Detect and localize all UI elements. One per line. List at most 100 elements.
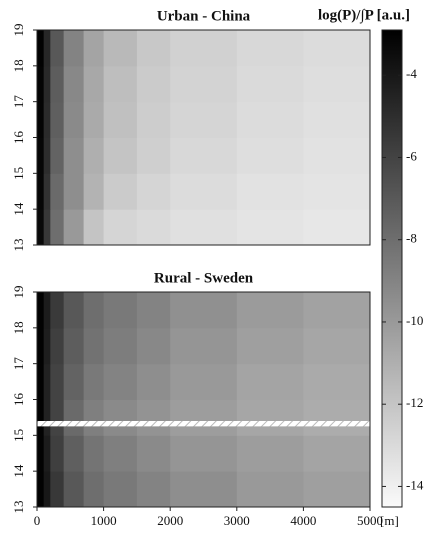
heatmap-cell <box>63 471 85 508</box>
heatmap-cell <box>136 101 171 138</box>
heatmap-cell <box>236 399 304 436</box>
heatmap-cell <box>43 30 51 67</box>
heatmap-cell <box>83 435 105 472</box>
heatmap-cell <box>303 30 371 67</box>
heatmap-cell <box>136 65 171 103</box>
panel-title: Urban - China <box>157 8 251 24</box>
heatmap-cell <box>43 137 51 174</box>
heatmap-cell <box>37 363 45 400</box>
y-tick-label: 19 <box>11 286 26 299</box>
colorbar-tick-label: -14 <box>406 477 424 492</box>
heatmap-cell <box>136 209 171 246</box>
heatmap-cell <box>43 173 51 210</box>
heatmap-cell <box>50 327 65 365</box>
colorbar-label: log(P)/∫P [a.u.] <box>318 7 410 23</box>
y-tick-label: 18 <box>11 59 26 72</box>
heatmap-cell <box>63 137 85 174</box>
heatmap-cell <box>103 30 138 67</box>
heatmap-cell <box>50 173 65 210</box>
heatmap-cell <box>303 435 371 472</box>
heatmap-cell <box>37 173 45 210</box>
heatmap-cell <box>103 173 138 210</box>
heatmap-cell <box>63 399 85 436</box>
heatmap-cell <box>170 137 238 174</box>
heatmap-cell <box>37 137 45 174</box>
heatmap-cell <box>83 363 105 400</box>
heatmap-cell <box>50 101 65 138</box>
heatmap-cell <box>136 327 171 365</box>
heatmap-cell <box>63 30 85 67</box>
heatmap-cell <box>83 327 105 365</box>
y-tick-label: 17 <box>11 95 26 109</box>
heatmap-cell <box>103 292 138 329</box>
heatmap-cell <box>236 209 304 246</box>
heatmap-cell <box>83 399 105 436</box>
masked-band <box>37 421 370 427</box>
heatmap-cell <box>170 327 238 365</box>
x-tick-label: 5000 <box>357 513 383 528</box>
y-tick-label: 13 <box>11 501 26 514</box>
x-tick-label: 2000 <box>157 513 183 528</box>
heatmap-cell <box>43 435 51 472</box>
y-tick-label: 14 <box>11 464 26 478</box>
heatmap-cell <box>303 101 371 138</box>
heatmap-cell <box>236 435 304 472</box>
heatmap-cell <box>43 363 51 400</box>
heatmap-cell <box>50 435 65 472</box>
heatmap-cell <box>170 435 238 472</box>
colorbar-tick-label: -8 <box>406 231 417 246</box>
y-tick-label: 19 <box>11 24 26 37</box>
heatmap-cell <box>170 101 238 138</box>
heatmap-cell <box>236 137 304 174</box>
heatmap-cell <box>63 363 85 400</box>
heatmap-cell <box>37 292 45 329</box>
heatmap-cell <box>236 65 304 103</box>
heatmap-cell <box>103 399 138 436</box>
heatmap-cell <box>303 471 371 508</box>
heatmap-cell <box>236 292 304 329</box>
heatmap-cell <box>170 65 238 103</box>
heatmap-cell <box>136 292 171 329</box>
heatmap-cell <box>63 292 85 329</box>
heatmap-cell <box>43 101 51 138</box>
heatmap-cell <box>103 435 138 472</box>
heatmap-cell <box>37 327 45 365</box>
heatmap-cell <box>303 65 371 103</box>
heatmap-cell <box>303 363 371 400</box>
heatmap-cell <box>37 101 45 138</box>
heatmap-cell <box>136 173 171 210</box>
heatmap-cell <box>37 30 45 67</box>
heatmap-cell <box>43 209 51 246</box>
colorbar <box>381 29 403 508</box>
heatmap-cell <box>236 173 304 210</box>
heatmap-cell <box>103 65 138 103</box>
heatmap-cell <box>236 471 304 508</box>
heatmap-cell <box>303 399 371 436</box>
heatmap-cell <box>37 209 45 246</box>
colorbar-tick-label: -4 <box>406 66 417 81</box>
heatmap-cell <box>236 363 304 400</box>
colorbar-tick-label: -12 <box>406 395 423 410</box>
heatmap-cell <box>43 399 51 436</box>
x-axis-label: [m] <box>380 513 399 528</box>
x-tick-label: 1000 <box>91 513 117 528</box>
panel-title: Rural - Sweden <box>154 270 254 286</box>
heatmap-cell <box>83 292 105 329</box>
y-tick-label: 15 <box>11 429 26 442</box>
heatmap-cell <box>50 209 65 246</box>
x-tick-label: 4000 <box>290 513 316 528</box>
heatmap-cell <box>103 137 138 174</box>
heatmap-cell <box>43 471 51 508</box>
heatmap-cell <box>37 399 45 436</box>
colorbar-tick-label: -6 <box>406 148 417 163</box>
y-tick-label: 16 <box>11 393 26 407</box>
heatmap-cell <box>63 101 85 138</box>
heatmap-cell <box>136 137 171 174</box>
heatmap-cell <box>37 471 45 508</box>
heatmap-cell <box>50 399 65 436</box>
heatmap-cell <box>103 327 138 365</box>
y-tick-label: 18 <box>11 321 26 334</box>
heatmap-cell <box>136 363 171 400</box>
heatmap-cell <box>83 65 105 103</box>
